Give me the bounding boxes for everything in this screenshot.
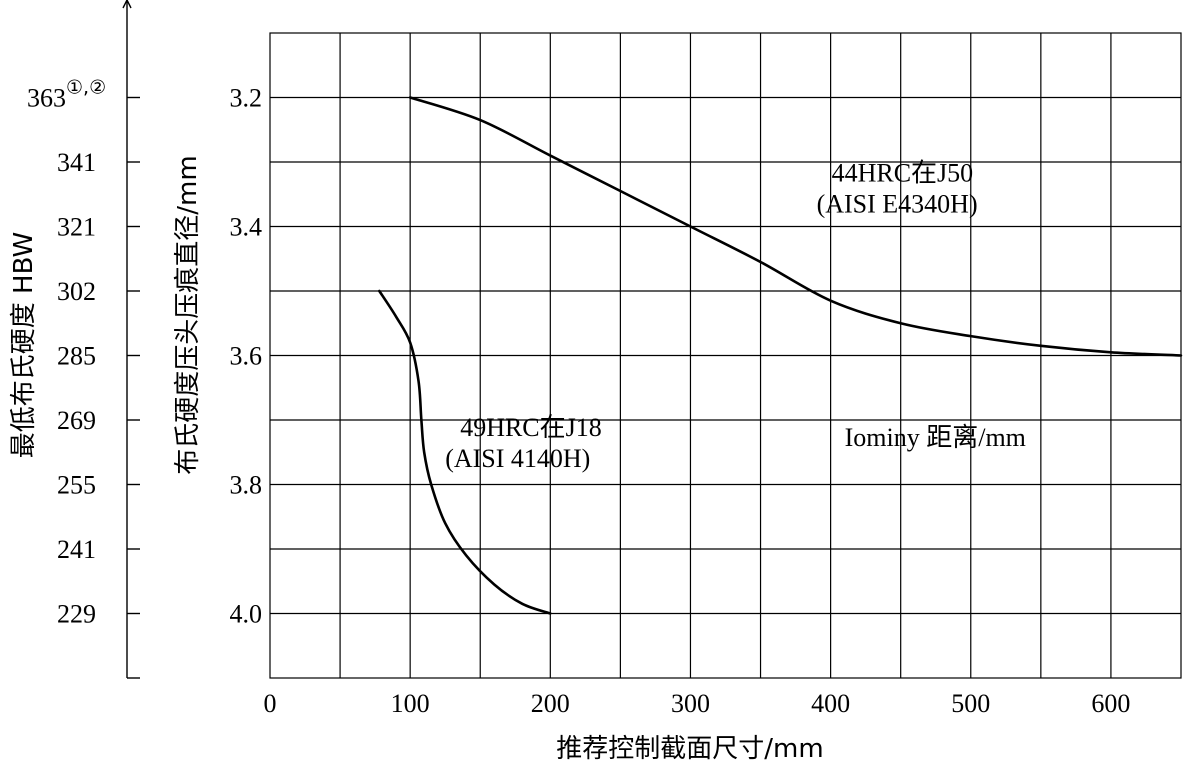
series-line-2 <box>378 289 552 615</box>
x-tick-label: 400 <box>811 689 850 718</box>
x-tick-label: 600 <box>1091 689 1130 718</box>
jominy-annotation: Iominy 距离/mm <box>845 423 1026 452</box>
hb-tick-label: 255 <box>57 471 96 500</box>
hb-tick-label: 269 <box>57 406 96 435</box>
x-tick-label: 300 <box>671 689 710 718</box>
grid <box>269 32 1182 679</box>
x-axis-ticks: 0 100 200 300 400 500 600 <box>264 689 1131 718</box>
y-axis-title: 布氏硬度压头压痕直径/mm <box>173 155 203 474</box>
hb-axis-arrow <box>122 0 132 9</box>
hb-tick-label: 363 <box>27 84 66 113</box>
series-label-2-line2: (AISI 4140H) <box>445 444 590 473</box>
y-tick-label: 3.6 <box>230 342 263 371</box>
hb-superscript: ①,② <box>66 77 106 99</box>
x-tick-label: 100 <box>391 689 430 718</box>
y-tick-label: 3.8 <box>230 471 263 500</box>
hb-tick-label: 302 <box>57 277 96 306</box>
series-labels: 44HRC在J50(AISI E4340H) 49HRC在J18(AISI 414… <box>445 158 977 473</box>
hb-tick-label: 341 <box>57 148 96 177</box>
x-tick-label: 500 <box>951 689 990 718</box>
y-tick-label: 3.4 <box>230 213 263 242</box>
y-axis-ticks: 3.2 3.4 3.6 3.8 4.0 <box>230 84 263 629</box>
hb-tick-label: 241 <box>57 535 96 564</box>
hb-axis: 363 341 321 302 285 269 255 241 229 ①,② <box>27 0 140 679</box>
series-line-1 <box>408 96 1183 357</box>
x-tick-label: 0 <box>264 689 277 718</box>
y-tick-label: 3.2 <box>230 84 263 113</box>
series-label-2-line1: 49HRC在J18 <box>460 413 602 442</box>
x-axis-title: 推荐控制截面尺寸/mm <box>556 734 823 764</box>
x-tick-label: 200 <box>531 689 570 718</box>
series-label-1-line1: 44HRC在J50 <box>832 158 974 187</box>
hb-tick-label: 321 <box>57 213 96 242</box>
hb-tick-label: 285 <box>57 342 96 371</box>
hb-axis-title: 最低布氏硬度 HBW <box>9 232 39 458</box>
curves <box>378 96 1183 615</box>
y-tick-label: 4.0 <box>230 600 263 629</box>
hb-tick-label: 229 <box>57 600 96 629</box>
series-label-1-line2: (AISI E4340H) <box>817 189 978 218</box>
